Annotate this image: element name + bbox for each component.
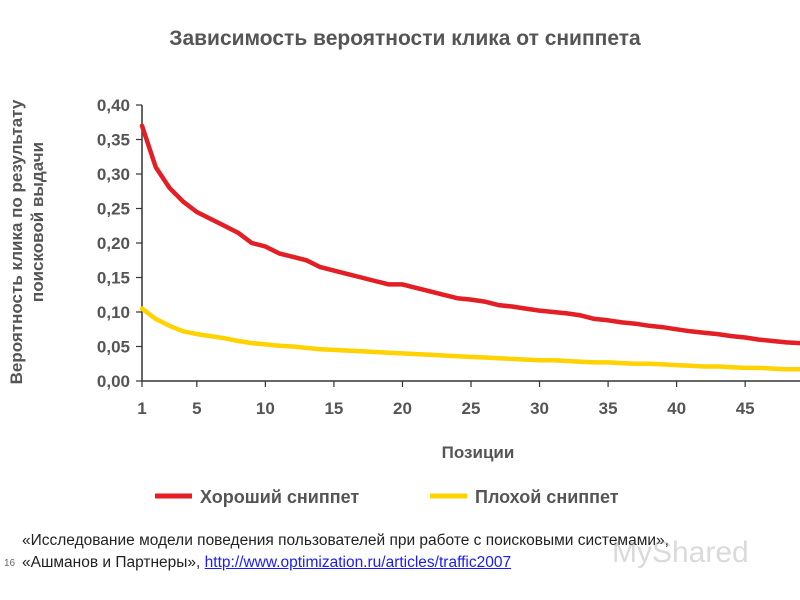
- caption-line-1: «Исследование модели поведения пользоват…: [22, 532, 669, 549]
- chart-title: Зависимость вероятности клика от сниппет…: [169, 27, 641, 50]
- x-tick-label: 5: [192, 399, 201, 418]
- y-axis-label-line2: поисковой выдачи: [28, 142, 47, 302]
- caption-authors: «Ашманов и Партнеры»,: [22, 554, 205, 571]
- y-tick-label: 0,15: [97, 269, 130, 288]
- y-tick-label: 0,30: [97, 165, 130, 184]
- series-line-bad-snippet: [139, 306, 800, 372]
- x-tick-label: 35: [599, 399, 618, 418]
- y-tick-label: 0,10: [97, 303, 130, 322]
- x-axis-label: Позиции: [442, 443, 515, 462]
- x-tick-label: 20: [393, 399, 412, 418]
- slide-number: 16: [4, 558, 16, 569]
- y-tick-label: 0,00: [97, 372, 130, 391]
- x-tick-label: 10: [256, 399, 275, 418]
- y-axis-label-line1: Вероятность клика по результату: [7, 99, 26, 384]
- y-tick-label: 0,20: [97, 234, 130, 253]
- legend: Хороший сниппет Плохой сниппет: [155, 487, 619, 507]
- y-tick-label: 0,35: [97, 131, 130, 150]
- x-tick-label: 40: [667, 399, 686, 418]
- y-tick-label: 0,05: [97, 338, 130, 357]
- x-tick-label: 30: [530, 399, 549, 418]
- x-axis: 1 5 10 15 20 25 30 35 40 45: [137, 380, 800, 418]
- x-tick-label: 1: [137, 399, 146, 418]
- caption-line-2: «Ашманов и Партнеры», http://www.optimiz…: [22, 552, 797, 574]
- y-axis: 0,00 0,05 0,10 0,15 0,20 0,25 0,30 0,35 0,40: [97, 96, 143, 391]
- series-line-good-snippet: [139, 123, 800, 346]
- x-tick-label: 15: [324, 399, 343, 418]
- plot-area: [139, 123, 800, 372]
- x-tick-label: 45: [736, 399, 755, 418]
- y-tick-label: 0,40: [97, 96, 130, 115]
- source-link[interactable]: http://www.optimization.ru/articles/traf…: [204, 554, 512, 571]
- x-tick-label: 25: [462, 399, 481, 418]
- legend-label-good: Хороший сниппет: [200, 487, 359, 507]
- watermark-logo: MyShared: [612, 536, 749, 569]
- source-caption: «Исследование модели поведения пользоват…: [22, 530, 797, 574]
- legend-label-bad: Плохой сниппет: [475, 487, 619, 507]
- y-tick-label: 0,25: [97, 200, 130, 219]
